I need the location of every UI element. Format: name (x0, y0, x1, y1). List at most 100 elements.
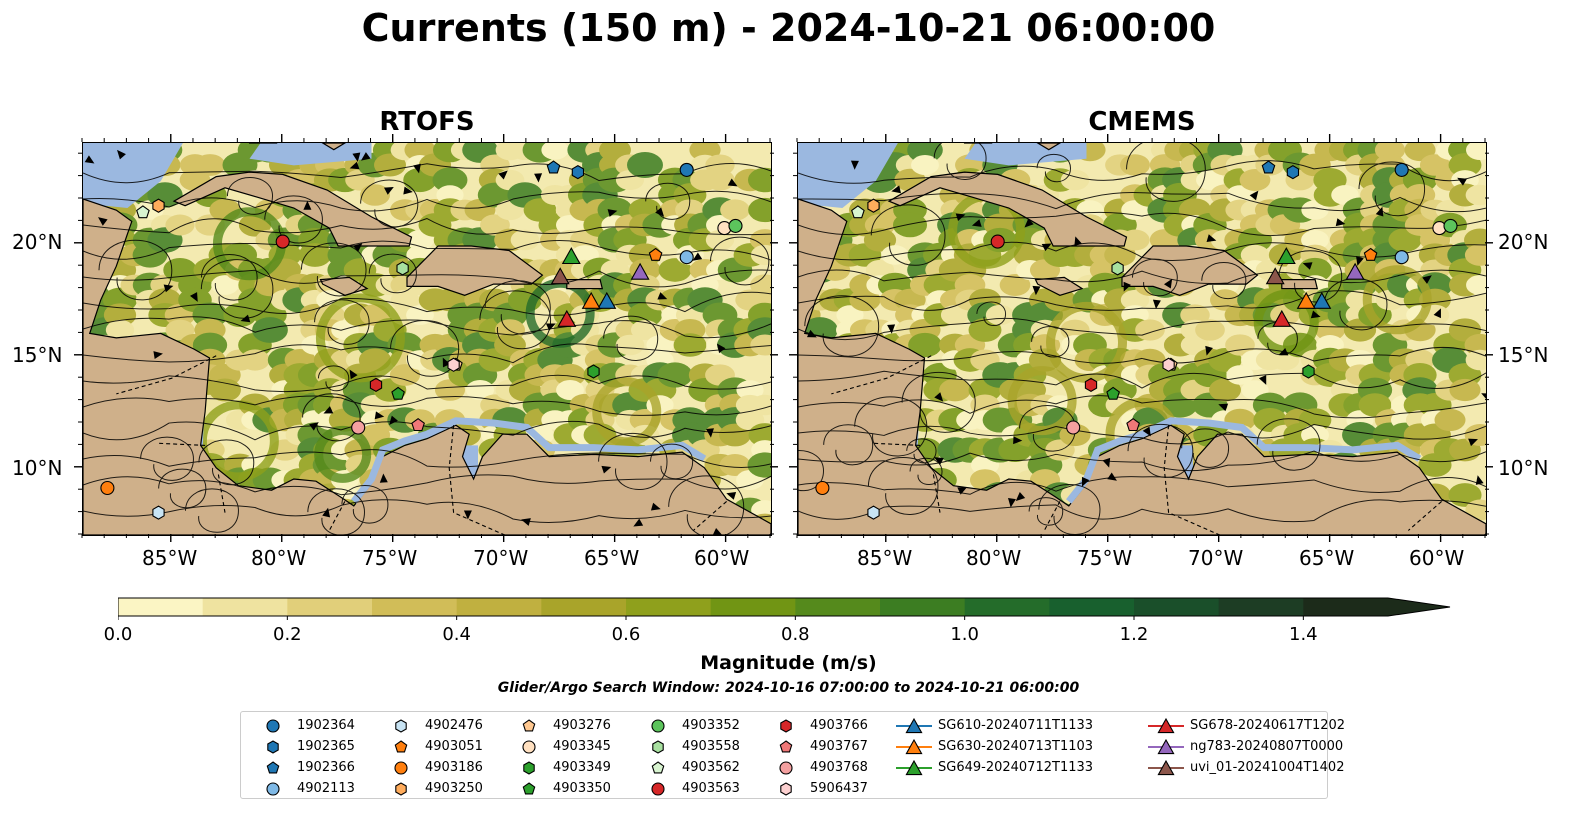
lon-tick-label: 75°W (362, 546, 418, 570)
lat-tick-label: 10°N (1498, 456, 1549, 480)
legend-label: SG610-20240711T1133 (938, 718, 1094, 733)
legend-marker-icon (266, 761, 280, 774)
marker-uvi_01-20241004T1402 (1265, 267, 1285, 285)
marker-4903186 (100, 480, 115, 496)
lon-tick-label: 85°W (857, 546, 913, 570)
figure-title: Currents (150 m) - 2024-10-21 06:00:00 (361, 6, 1216, 50)
colorbar (118, 597, 1451, 620)
rtofs-map-canvas (83, 143, 771, 535)
legend-label: 4903349 (553, 760, 611, 775)
marker-uvi_01-20241004T1402 (550, 267, 570, 285)
legend-label: 5906437 (810, 781, 868, 796)
rtofs-map[interactable] (82, 142, 772, 536)
legend-label: SG649-20240712T1133 (938, 760, 1094, 775)
marker-1902364 (679, 162, 694, 177)
marker-SG649-20240712T1133 (561, 247, 581, 265)
legend-label: 4903345 (553, 739, 611, 754)
marker-4902476 (867, 505, 880, 520)
legend-label: SG630-20240713T1103 (938, 739, 1094, 754)
legend-label: 4903186 (425, 760, 483, 775)
marker-4903766 (369, 377, 383, 393)
legend-label: 1902364 (297, 718, 355, 733)
legend: 1902364 1902365 1902366 4902113 4902476 49030… (240, 711, 1345, 799)
colorbar-tick-label: 0.6 (611, 624, 641, 645)
marker-4903186 (815, 480, 830, 496)
legend-marker-icon (779, 740, 793, 753)
legend-label: 4903767 (810, 739, 868, 754)
legend-marker-icon (394, 761, 408, 775)
legend-label: 4903276 (553, 718, 611, 733)
legend-label: 1902366 (297, 760, 355, 775)
legend-label: 4902476 (425, 718, 483, 733)
marker-4903562 (851, 205, 865, 219)
marker-4903051 (1363, 247, 1378, 261)
cmems-map-canvas (798, 143, 1486, 535)
legend-marker-icon (651, 761, 665, 774)
legend-label: 4903766 (810, 718, 868, 733)
legend-marker-icon (522, 782, 536, 795)
legend-label: 4903051 (425, 739, 483, 754)
panel-title-rtofs: RTOFS (379, 107, 475, 137)
lon-tick-label: 65°W (1299, 546, 1355, 570)
colorbar-tick-label: 0.8 (781, 624, 810, 645)
colorbar-label: Magnitude (m/s) (700, 652, 877, 674)
cmems-map[interactable] (797, 142, 1487, 536)
colorbar-tick-label: 1.2 (1119, 624, 1149, 645)
panel-title-cmems: CMEMS (1088, 107, 1196, 137)
marker-4903352 (728, 218, 743, 233)
marker-1902366 (1261, 160, 1276, 174)
colorbar-tick-label: 0.4 (442, 624, 471, 645)
legend-marker-icon (266, 782, 280, 796)
colorbar-tick-label: 1.4 (1289, 624, 1318, 645)
legend-label: uvi_01-20241004T1402 (1190, 760, 1345, 775)
legend-label: 4903250 (425, 781, 483, 796)
lat-tick-label: 20°N (1498, 230, 1549, 254)
lon-tick-label: 70°W (473, 546, 529, 570)
marker-4903767 (1126, 418, 1140, 432)
legend-label: 4903558 (682, 739, 740, 754)
colorbar-segment (372, 598, 458, 616)
colorbar-segment (626, 598, 712, 616)
legend-marker-icon (267, 740, 279, 754)
marker-SG630-20240713T1103 (581, 291, 601, 309)
marker-4903563 (990, 234, 1005, 249)
colorbar-tick-label: 0.0 (103, 624, 133, 645)
legend-marker-icon (651, 719, 665, 733)
legend-marker-icon (266, 719, 280, 733)
marker-4903051 (648, 247, 663, 261)
marker-SG649-20240712T1133 (1276, 247, 1296, 265)
marker-4902476 (152, 505, 165, 520)
legend-marker-icon (780, 782, 792, 796)
lon-tick-label: 80°W (966, 546, 1022, 570)
legend-marker-icon (652, 740, 664, 754)
marker-SG630-20240713T1103 (1296, 291, 1316, 309)
marker-4903250 (867, 198, 880, 213)
legend-marker-icon (780, 719, 792, 733)
colorbar-segment (202, 598, 288, 616)
colorbar-segment (795, 598, 881, 616)
lon-tick-label: 70°W (1188, 546, 1244, 570)
lon-tick-label: 65°W (584, 546, 640, 570)
colorbar-segment (541, 598, 627, 616)
legend-marker-icon (395, 782, 407, 796)
lon-tick-label: 60°W (694, 546, 750, 570)
legend-marker-icon (523, 761, 535, 775)
marker-1902365 (1286, 164, 1300, 180)
marker-4903350 (1106, 386, 1120, 400)
lon-tick-label: 75°W (1077, 546, 1133, 570)
lat-tick-label: 15°N (1498, 343, 1549, 367)
colorbar-segment (1134, 598, 1220, 616)
legend-label: 4903562 (682, 760, 740, 775)
legend-label: 4903352 (682, 718, 740, 733)
marker-4903350 (391, 386, 405, 400)
lat-tick-label: 10°N (12, 456, 63, 480)
legend-marker-icon (395, 719, 407, 733)
colorbar-tick-label: 0.2 (273, 624, 302, 645)
lat-tick-label: 15°N (12, 343, 63, 367)
marker-SG610-20240711T1133 (1312, 291, 1332, 309)
marker-4903250 (152, 198, 165, 213)
legend-marker-icon (896, 759, 932, 776)
colorbar-segment (118, 598, 204, 616)
colorbar-segment (456, 598, 542, 616)
marker-4903766 (1084, 377, 1098, 393)
